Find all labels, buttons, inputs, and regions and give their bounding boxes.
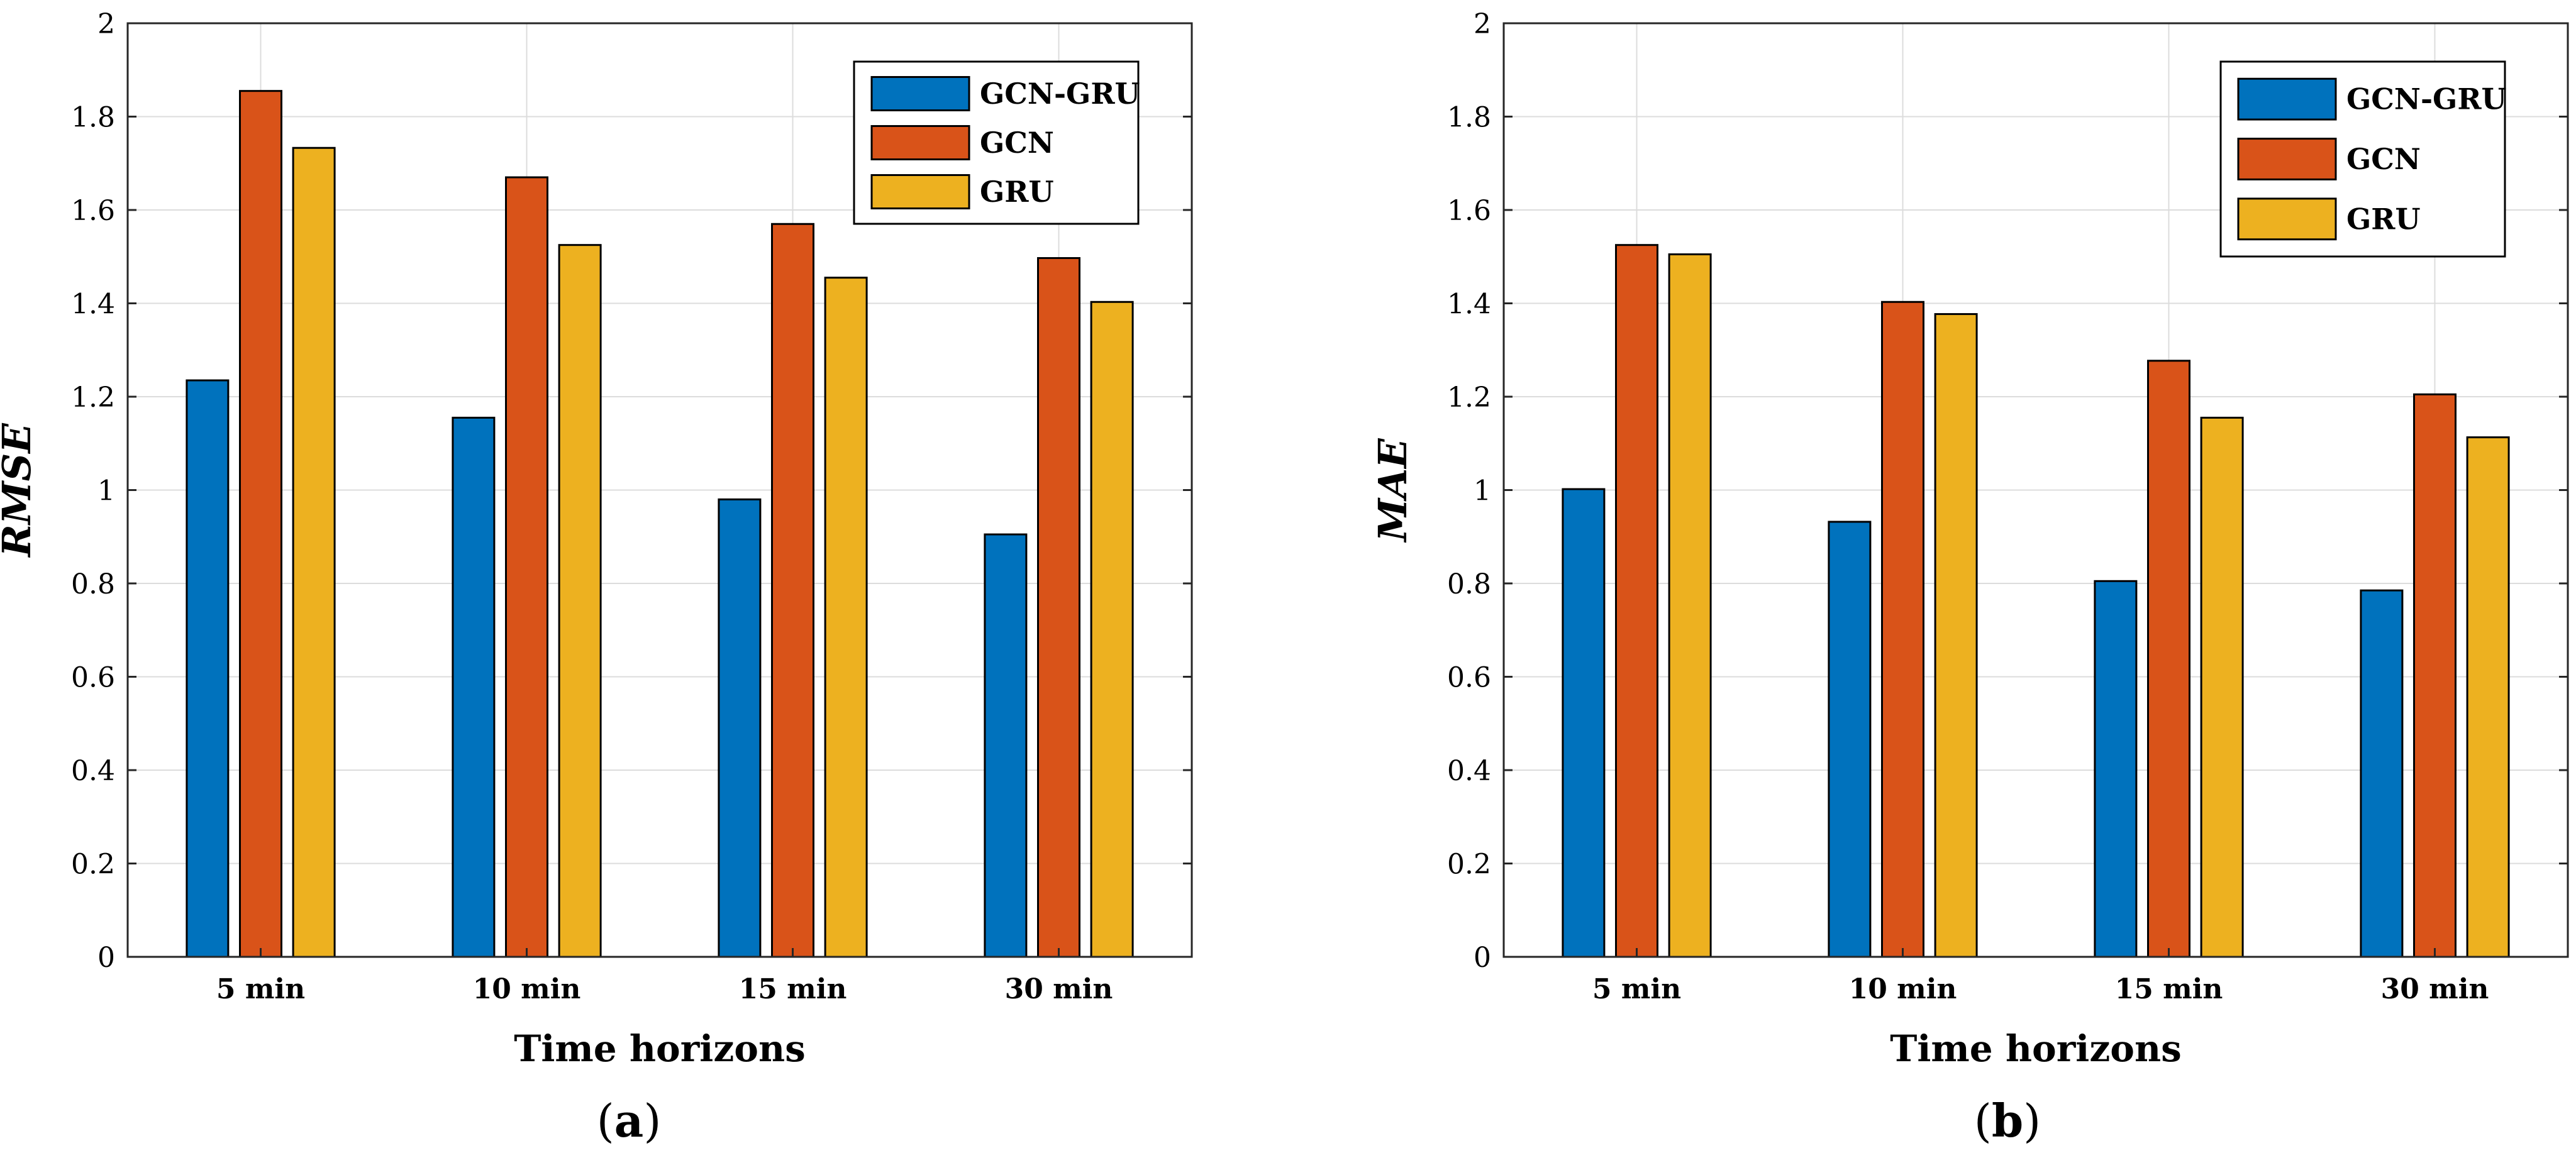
bar-gru-10min bbox=[558, 244, 602, 958]
x-tick-label: 5 min bbox=[1592, 973, 1681, 1005]
chart-panel-a: 0 0.2 0.4 0.6 0.8 1 1.2 1.4 1.6 1.8 2 5 min 10 min 15… bbox=[0, 8, 1193, 1070]
y-tick-label: 1 bbox=[97, 475, 115, 507]
bar-gcn-gru-5min bbox=[1562, 488, 1606, 958]
legend-swatch-gcn-gru bbox=[2237, 77, 2337, 121]
caption-a: (a) bbox=[535, 1094, 723, 1147]
x-tick-label: 30 min bbox=[2381, 973, 2489, 1005]
y-tick-label: 0.2 bbox=[71, 849, 115, 881]
caption-a-open: ( bbox=[596, 1095, 614, 1147]
chart-panel-b: 0 0.2 0.4 0.6 0.8 1 1.2 1.4 1.6 1.8 2 5 min 10 min 15… bbox=[1370, 8, 2569, 1070]
legend-label-gru: GRU bbox=[2346, 202, 2421, 236]
bar-gru-5min bbox=[292, 146, 336, 958]
y-tick-label: 0.8 bbox=[71, 568, 115, 600]
caption-a-close: ) bbox=[643, 1095, 662, 1147]
legend-swatch-gcn bbox=[870, 124, 970, 161]
x-tick-label: 15 min bbox=[739, 973, 847, 1005]
bar-gcn-15min bbox=[2147, 360, 2190, 958]
y-axis-label: RMSE bbox=[0, 423, 40, 558]
y-tick-label: 0.8 bbox=[1447, 568, 1491, 600]
y-tick-label: 1.2 bbox=[1447, 382, 1491, 414]
y-tick-label: 1.8 bbox=[71, 102, 115, 134]
bar-gcn-5min bbox=[1615, 244, 1658, 958]
bar-gru-10min bbox=[1934, 313, 1978, 958]
y-tick-label: 1 bbox=[1474, 475, 1491, 507]
legend-swatch-gru bbox=[870, 174, 970, 210]
caption-b-open: ( bbox=[1974, 1095, 1992, 1147]
legend-swatch-gru bbox=[2237, 197, 2337, 241]
bar-gcn-5min bbox=[239, 90, 282, 958]
bar-gru-5min bbox=[1668, 253, 1712, 958]
y-tick-label: 0.6 bbox=[1447, 662, 1491, 694]
bar-gcn-30min bbox=[1037, 257, 1080, 958]
y-tick-label: 0.4 bbox=[1447, 755, 1491, 787]
legend-label-gcn-gru: GCN-GRU bbox=[980, 77, 1140, 111]
y-tick-label: 0.2 bbox=[1447, 849, 1491, 881]
y-tick-label: 1.2 bbox=[71, 382, 115, 414]
y-tick-label: 0.4 bbox=[71, 755, 115, 787]
bar-gru-15min bbox=[824, 277, 868, 958]
y-tick-label: 0 bbox=[97, 942, 115, 974]
x-tick-label: 5 min bbox=[216, 973, 305, 1005]
y-tick-label: 0 bbox=[1474, 942, 1491, 974]
bar-gcn-10min bbox=[1881, 301, 1924, 958]
bar-gcn-gru-30min bbox=[2360, 589, 2404, 958]
legend-swatch-gcn bbox=[2237, 138, 2337, 180]
y-tick-label: 1.4 bbox=[1447, 289, 1491, 321]
caption-a-label: a bbox=[614, 1094, 644, 1147]
bar-gcn-15min bbox=[771, 223, 814, 958]
y-axis-label: MAE bbox=[1370, 438, 1416, 543]
x-tick-label: 30 min bbox=[1005, 973, 1113, 1005]
x-axis-label: Time horizons bbox=[1890, 1027, 2182, 1070]
legend-label-gcn-gru: GCN-GRU bbox=[2346, 82, 2507, 116]
caption-b-label: b bbox=[1991, 1094, 2024, 1147]
legend-label-gru: GRU bbox=[980, 175, 1054, 209]
x-tick-label: 10 min bbox=[1849, 973, 1957, 1005]
bar-gcn-gru-5min bbox=[186, 379, 230, 958]
x-tick-label: 10 min bbox=[473, 973, 581, 1005]
bar-gcn-30min bbox=[2413, 393, 2457, 958]
bar-gru-15min bbox=[2200, 416, 2244, 958]
caption-b-close: ) bbox=[2023, 1095, 2041, 1147]
y-tick-label: 2 bbox=[1474, 8, 1491, 40]
bar-gcn-10min bbox=[505, 176, 548, 958]
bar-gru-30min bbox=[1090, 301, 1134, 958]
caption-b: (b) bbox=[1913, 1094, 2102, 1147]
y-tick-label: 1.6 bbox=[71, 195, 115, 227]
legend-label-gcn: GCN bbox=[980, 126, 1054, 160]
x-axis-label: Time horizons bbox=[514, 1027, 806, 1070]
legend-swatch-gcn-gru bbox=[870, 75, 970, 112]
bar-gcn-gru-10min bbox=[452, 416, 496, 958]
bar-gcn-gru-10min bbox=[1828, 521, 1872, 958]
legend-label-gcn: GCN bbox=[2346, 142, 2421, 176]
bar-gcn-gru-15min bbox=[2094, 580, 2138, 958]
y-tick-label: 1.4 bbox=[71, 289, 115, 321]
y-tick-label: 2 bbox=[97, 8, 115, 40]
x-tick-label: 15 min bbox=[2115, 973, 2223, 1005]
y-tick-label: 1.6 bbox=[1447, 195, 1491, 227]
bar-gcn-gru-30min bbox=[984, 533, 1028, 958]
bar-gcn-gru-15min bbox=[718, 498, 762, 958]
y-tick-label: 0.6 bbox=[71, 662, 115, 694]
bar-gru-30min bbox=[2466, 436, 2510, 958]
y-tick-label: 1.8 bbox=[1447, 102, 1491, 134]
